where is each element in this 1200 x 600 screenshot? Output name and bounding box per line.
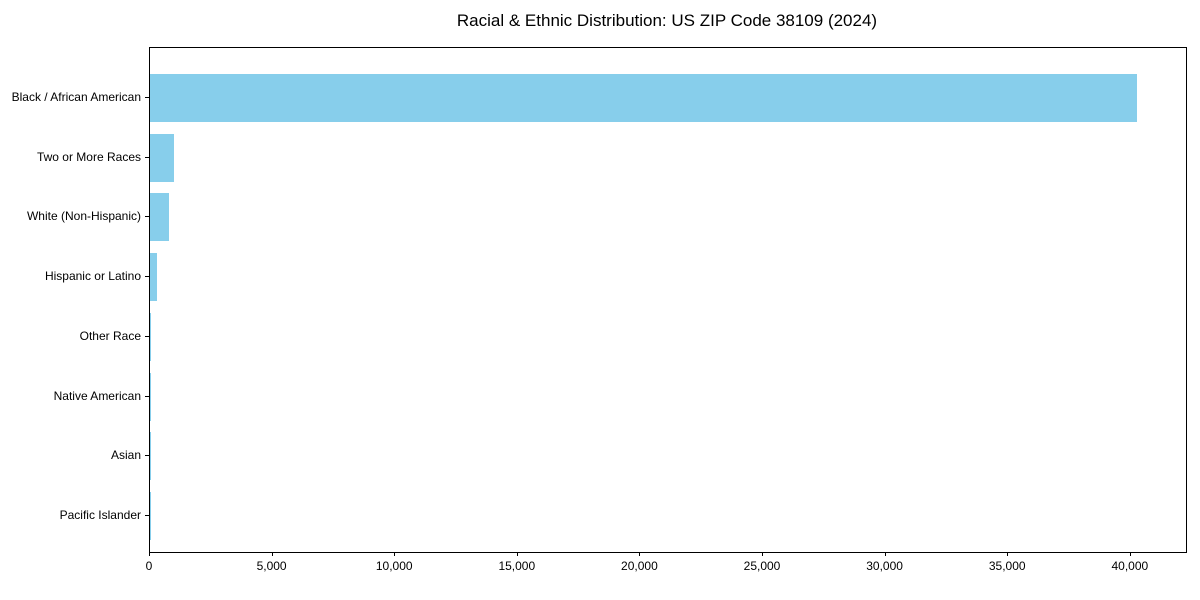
x-axis-tick [762, 552, 764, 556]
x-tick-label: 20,000 [621, 559, 658, 573]
x-tick-label: 40,000 [1111, 559, 1149, 573]
category-label: Asian [110, 448, 141, 463]
y-axis-tick [145, 156, 149, 158]
y-axis-tick [145, 335, 149, 337]
category-label: Black / African American [11, 90, 141, 104]
y-axis-tick [145, 514, 149, 516]
category-label: Two or More Races [36, 149, 141, 164]
category-label: Native American [53, 388, 141, 403]
chart-title: Racial & Ethnic Distribution: US ZIP Cod… [456, 11, 878, 30]
bar [150, 74, 1138, 122]
category-label: Other Race [79, 328, 141, 343]
x-tick-label: 25,000 [743, 559, 781, 573]
category-label: Pacific Islander [59, 507, 141, 522]
category-label: Hispanic or Latino [44, 269, 141, 284]
x-tick-label: 15,000 [498, 559, 536, 573]
x-axis-tick [271, 552, 273, 556]
x-tick-label: 30,000 [866, 559, 903, 573]
x-axis-tick [149, 552, 150, 556]
y-axis-tick [145, 395, 149, 397]
x-axis-tick [1007, 552, 1009, 556]
y-axis-tick [145, 276, 149, 278]
x-axis-tick [394, 552, 396, 556]
x-tick-label: 35,000 [988, 559, 1026, 573]
x-axis-tick [884, 552, 886, 556]
bar [150, 312, 151, 361]
y-axis-tick [145, 455, 149, 457]
bar [150, 193, 169, 242]
bar [150, 253, 158, 302]
x-tick-label: 5,000 [256, 559, 287, 573]
x-tick-label: 10,000 [375, 559, 413, 573]
category-label: White (Non-Hispanic) [26, 209, 141, 224]
y-axis-tick [145, 97, 149, 98]
plot-area [149, 47, 1187, 553]
x-axis-tick [639, 552, 641, 556]
x-tick-label: 0 [145, 559, 153, 573]
y-axis-tick [145, 216, 149, 218]
x-axis-tick [1129, 552, 1131, 556]
bar [150, 133, 174, 182]
x-axis-tick [516, 552, 518, 556]
